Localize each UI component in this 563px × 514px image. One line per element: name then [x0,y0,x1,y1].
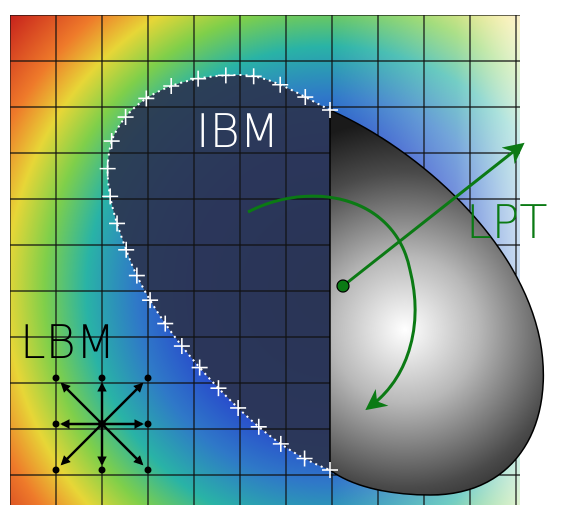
boundary-markers [99,67,338,478]
ibm-label: IBM [196,104,279,158]
lattice-stencil [52,374,152,474]
lbm-label: LBM [20,315,115,369]
d2q9-arrow-star-icon [60,382,144,466]
immersed-region [107,75,331,470]
lpt-motion [247,142,525,411]
curved-arrow-icon [247,194,417,411]
straight-arrow-icon [342,142,525,288]
particle-center [336,279,350,293]
lpt-label: LPT [466,195,547,249]
